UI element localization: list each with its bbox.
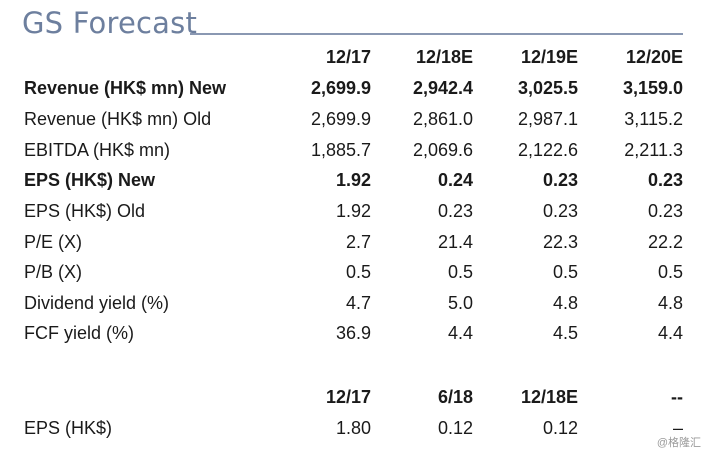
row-label: Dividend yield (%) — [24, 293, 170, 313]
row-label: EBITDA (HK$ mn) — [24, 140, 171, 160]
table-cell: 5.0 — [447, 293, 473, 313]
row-label: EPS (HK$) New — [24, 170, 156, 190]
table-cell: 2,699.9 — [310, 78, 371, 98]
table-row: FCF yield (%) 36.9 4.4 4.5 4.4 — [0, 318, 709, 348]
table-cell: 2,987.1 — [517, 109, 578, 129]
table-cell: 2,699.9 — [310, 109, 371, 129]
table-cell: 0.23 — [647, 170, 683, 190]
table-cell: 1.80 — [335, 418, 371, 438]
table-row: Revenue (HK$ mn) New 2,699.9 2,942.4 3,0… — [0, 73, 709, 103]
table-cell: – — [672, 418, 683, 438]
table-cell: 4.7 — [345, 293, 371, 313]
table-cell: 2,122.6 — [517, 140, 578, 160]
table-cell: 4.8 — [657, 293, 683, 313]
row-label: Revenue (HK$ mn) New — [24, 78, 227, 98]
period-header-cell: -- — [671, 387, 683, 407]
period-header-row: 12/17 12/18E 12/19E 12/20E — [0, 42, 709, 72]
eps-row: EPS (HK$) 1.80 0.12 0.12 – — [0, 413, 709, 443]
table-cell: 0.5 — [552, 262, 578, 282]
table-row: EPS (HK$) New 1.92 0.24 0.23 0.23 — [0, 165, 709, 195]
table-cell: 0.24 — [437, 170, 473, 190]
table-cell: 2.7 — [345, 232, 371, 252]
period-header-row-2: 12/17 6/18 12/18E -- — [0, 382, 709, 412]
row-label: P/E (X) — [24, 232, 83, 252]
table-cell: 22.2 — [647, 232, 683, 252]
table-cell: 2,211.3 — [624, 140, 683, 160]
table-cell: 3,115.2 — [624, 109, 683, 129]
period-header-cell: 12/17 — [325, 47, 371, 67]
period-header-cell: 6/18 — [437, 387, 473, 407]
table-cell: 1.92 — [335, 201, 371, 221]
row-label: EPS (HK$) — [24, 418, 113, 438]
table-cell: 0.23 — [647, 201, 683, 221]
table-cell: 0.12 — [542, 418, 578, 438]
period-header-cell: 12/18E — [520, 387, 578, 407]
table-row: Dividend yield (%) 4.7 5.0 4.8 4.8 — [0, 288, 709, 318]
table-cell: 4.4 — [657, 323, 683, 343]
table-cell: 3,159.0 — [622, 78, 683, 98]
row-label: P/B (X) — [24, 262, 83, 282]
table-cell: 0.23 — [437, 201, 473, 221]
table-cell: 0.23 — [542, 170, 578, 190]
table-cell: 2,069.6 — [412, 140, 473, 160]
watermark: @格隆汇 — [656, 437, 701, 449]
table-cell: 0.5 — [657, 262, 683, 282]
period-header-cell: 12/17 — [325, 387, 371, 407]
table-cell: 1.92 — [335, 170, 371, 190]
table-cell: 0.23 — [542, 201, 578, 221]
table-cell: 2,942.4 — [412, 78, 473, 98]
table-cell: 2,861.0 — [412, 109, 473, 129]
table-row: EBITDA (HK$ mn) 1,885.7 2,069.6 2,122.6 … — [0, 135, 709, 165]
row-label: Revenue (HK$ mn) Old — [24, 109, 212, 129]
period-header-cell: 12/18E — [415, 47, 473, 67]
table-cell: 22.3 — [542, 232, 578, 252]
table-cell: 4.4 — [447, 323, 473, 343]
table-cell: 21.4 — [437, 232, 473, 252]
title-rule — [190, 33, 683, 35]
table-cell: 1,885.7 — [310, 140, 371, 160]
table-row: P/E (X) 2.7 21.4 22.3 22.2 — [0, 227, 709, 257]
table-cell: 0.5 — [345, 262, 371, 282]
table-cell: 0.12 — [437, 418, 473, 438]
period-header-cell: 12/19E — [520, 47, 578, 67]
table-row: Revenue (HK$ mn) Old 2,699.9 2,861.0 2,9… — [0, 104, 709, 134]
table-cell: 3,025.5 — [517, 78, 578, 98]
table-row: EPS (HK$) Old 1.92 0.23 0.23 0.23 — [0, 196, 709, 226]
table-cell: 36.9 — [335, 323, 371, 343]
row-label: FCF yield (%) — [24, 323, 135, 343]
table-cell: 0.5 — [447, 262, 473, 282]
table-cell: 4.5 — [552, 323, 578, 343]
table-cell: 4.8 — [552, 293, 578, 313]
period-header-cell: 12/20E — [625, 47, 683, 67]
table-row: P/B (X) 0.5 0.5 0.5 0.5 — [0, 257, 709, 287]
table-title: GS Forecast — [22, 6, 198, 40]
row-label: EPS (HK$) Old — [24, 201, 146, 221]
